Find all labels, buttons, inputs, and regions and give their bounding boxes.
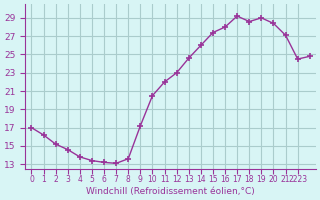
X-axis label: Windchill (Refroidissement éolien,°C): Windchill (Refroidissement éolien,°C) [86,187,255,196]
